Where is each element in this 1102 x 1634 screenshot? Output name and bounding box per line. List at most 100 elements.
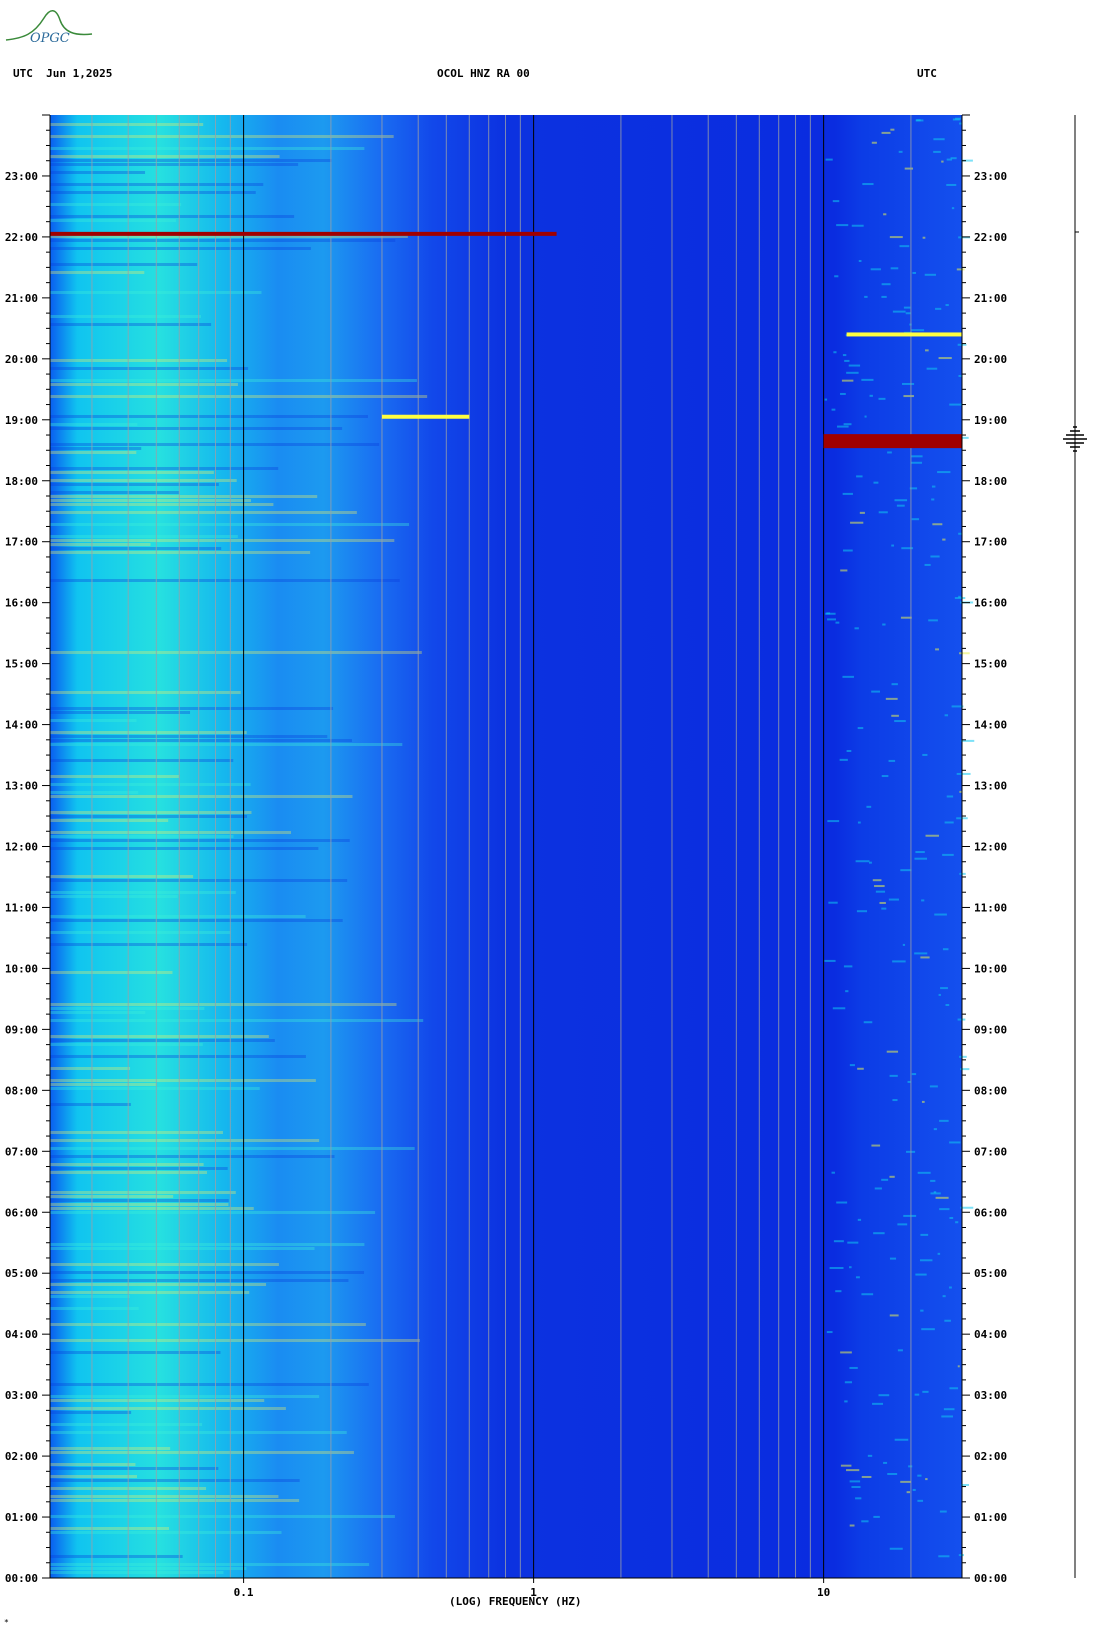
texture-speckle (857, 727, 864, 730)
texture-band (50, 835, 234, 838)
texture-band (50, 1263, 279, 1266)
texture-band (50, 123, 204, 126)
texture-band (50, 1067, 131, 1070)
texture-speckle (839, 758, 848, 761)
texture-band (50, 1383, 369, 1386)
logo-text: OPGC (30, 31, 70, 44)
texture-speckle (875, 890, 886, 893)
texture-speckle (881, 131, 891, 134)
texture-speckle (835, 1290, 842, 1293)
event-band (823, 434, 962, 449)
y-tick-label: 04:00 (5, 1328, 38, 1341)
texture-speckle (846, 750, 852, 753)
texture-band (50, 1447, 171, 1450)
texture-speckle (914, 857, 928, 860)
y-tick-label: 11:00 (5, 901, 38, 914)
texture-speckle (921, 1328, 935, 1331)
texture-speckle (849, 1524, 855, 1527)
texture-speckle (842, 354, 847, 357)
texture-band (50, 1155, 335, 1158)
texture-band (50, 731, 247, 734)
y-tick-label: 08:00 (5, 1084, 38, 1097)
texture-band (50, 815, 248, 818)
texture-band (50, 1279, 349, 1282)
texture-band (50, 495, 318, 498)
texture-speckle (878, 1394, 890, 1397)
texture-band (50, 511, 357, 514)
texture-speckle (949, 1141, 961, 1144)
texture-band (50, 1499, 300, 1502)
texture-speckle (909, 487, 918, 490)
y-tick-label: 14:00 (974, 719, 1007, 732)
y-tick-label: 23:00 (5, 170, 38, 183)
texture-band (50, 915, 306, 918)
texture-band (50, 235, 408, 238)
texture-speckle (834, 275, 839, 278)
texture-band (50, 135, 394, 138)
y-axis-right: 00:00 01:00 02:00 03:00 04:00 05:00 06:00 07:00… (961, 114, 1007, 1585)
texture-band (50, 719, 137, 722)
texture-speckle (959, 790, 962, 793)
texture-band (50, 551, 311, 554)
texture-band (50, 875, 194, 878)
texture-speckle (945, 1004, 950, 1007)
texture-speckle (883, 213, 887, 216)
texture-speckle (897, 1223, 908, 1226)
texture-speckle (848, 364, 861, 367)
texture-speckle (890, 267, 899, 270)
texture-speckle (857, 1218, 862, 1221)
texture-band (50, 1195, 174, 1198)
texture-speckle (861, 1293, 874, 1296)
texture-speckle (911, 1073, 917, 1076)
texture-band (50, 1515, 395, 1518)
texture-band (50, 1167, 228, 1170)
texture-speckle (881, 295, 887, 298)
y-tick-label: 16:00 (974, 597, 1007, 610)
texture-band (50, 1211, 376, 1214)
texture-speckle (942, 948, 949, 951)
texture-speckle (959, 1055, 967, 1058)
texture-band (50, 291, 262, 294)
texture-speckle (922, 1390, 929, 1393)
texture-speckle (902, 382, 915, 385)
texture-speckle (882, 623, 886, 626)
y-tick-label: 05:00 (974, 1267, 1007, 1280)
texture-band (50, 535, 238, 538)
texture-speckle (849, 1064, 855, 1067)
texture-band (50, 191, 256, 194)
texture-speckle (872, 879, 882, 882)
texture-band (50, 1003, 397, 1006)
texture-speckle (942, 853, 954, 856)
y-tick-label: 15:00 (974, 658, 1007, 671)
texture-speckle (900, 1480, 912, 1483)
texture-speckle (938, 1555, 950, 1558)
texture-band (50, 1423, 203, 1426)
texture-speckle (842, 492, 853, 495)
texture-speckle (868, 861, 872, 864)
texture-speckle (878, 511, 888, 514)
texture-speckle (840, 1464, 852, 1467)
texture-band (50, 503, 274, 506)
texture-speckle (857, 821, 861, 824)
texture-speckle (872, 1402, 884, 1405)
texture-speckle (925, 1478, 928, 1481)
texture-speckle (959, 872, 966, 875)
texture-band (50, 171, 146, 174)
texture-band (50, 1475, 137, 1478)
texture-speckle (938, 357, 952, 360)
texture-speckle (843, 965, 853, 968)
texture-speckle (885, 697, 898, 700)
texture-band (50, 943, 248, 946)
texture-band (50, 1147, 415, 1150)
texture-band (50, 1399, 265, 1402)
texture-band (50, 1571, 224, 1574)
texture-speckle (849, 1480, 861, 1483)
texture-speckle (935, 648, 940, 651)
texture-speckle (924, 273, 936, 276)
texture-band (50, 479, 237, 482)
texture-speckle (828, 901, 838, 904)
texture-speckle (864, 295, 868, 298)
spectral-events (50, 231, 962, 449)
texture-speckle (911, 329, 925, 332)
y-axis-left: 00:00 01:00 02:00 03:00 04:00 05:00 06:00 07:00… (5, 114, 51, 1585)
